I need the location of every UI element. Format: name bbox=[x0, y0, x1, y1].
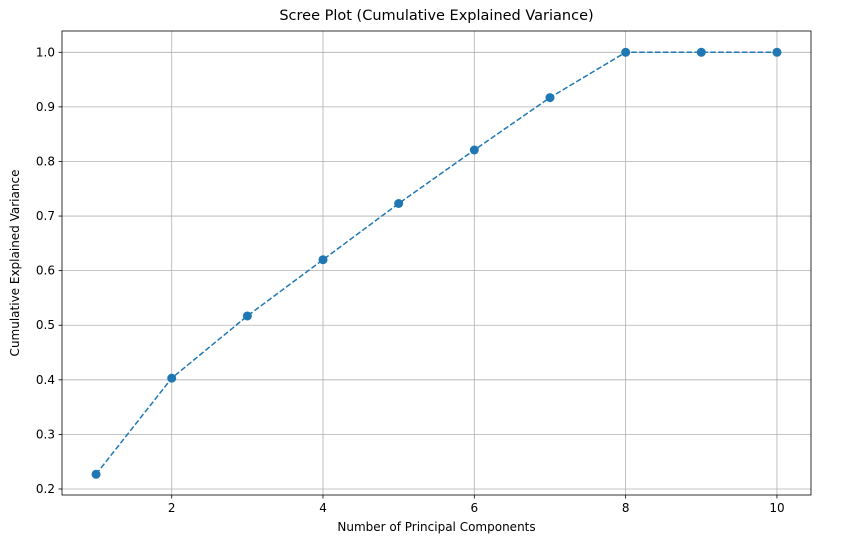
x-tick-label: 4 bbox=[319, 501, 327, 515]
chart-title: Scree Plot (Cumulative Explained Varianc… bbox=[279, 8, 593, 24]
y-tick-label: 0.2 bbox=[36, 482, 55, 496]
data-point bbox=[545, 93, 555, 103]
data-point bbox=[772, 47, 782, 57]
x-tick-label: 8 bbox=[622, 501, 630, 515]
y-tick-label: 0.9 bbox=[36, 100, 55, 114]
grid bbox=[62, 31, 811, 495]
data-point bbox=[696, 47, 706, 57]
y-tick-label: 0.8 bbox=[36, 154, 55, 168]
data-points bbox=[91, 47, 782, 479]
data-point bbox=[621, 47, 631, 57]
x-axis-ticks: 2 4 6 8 10 bbox=[168, 495, 785, 515]
data-point bbox=[394, 198, 404, 208]
y-tick-label: 0.5 bbox=[36, 318, 55, 332]
y-tick-label: 0.3 bbox=[36, 427, 55, 441]
data-point bbox=[318, 255, 328, 265]
data-point bbox=[91, 469, 101, 479]
x-tick-label: 2 bbox=[168, 501, 176, 515]
x-tick-label: 6 bbox=[471, 501, 479, 515]
data-point bbox=[242, 311, 252, 321]
x-axis-label: Number of Principal Components bbox=[337, 520, 535, 534]
y-tick-label: 1.0 bbox=[36, 45, 55, 59]
series-line-layer bbox=[95, 51, 777, 475]
y-tick-label: 0.4 bbox=[36, 373, 55, 387]
plot-frame bbox=[61, 30, 812, 496]
data-point bbox=[469, 145, 479, 155]
y-axis-ticks: 0.2 0.3 0.4 0.5 0.6 0.7 0.8 0.9 1.0 bbox=[36, 45, 62, 496]
data-point bbox=[167, 373, 177, 383]
series-line bbox=[95, 51, 777, 475]
x-tick-label: 10 bbox=[769, 501, 784, 515]
y-axis-label: Cumulative Explained Variance bbox=[8, 170, 22, 357]
y-tick-label: 0.6 bbox=[36, 264, 55, 278]
y-tick-label: 0.7 bbox=[36, 209, 55, 223]
